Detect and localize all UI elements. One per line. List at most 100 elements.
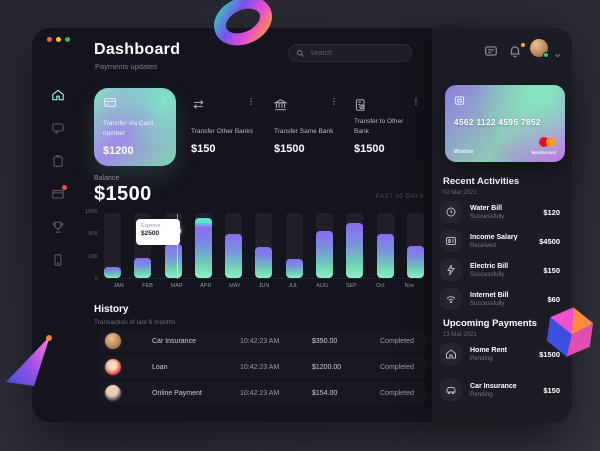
upcoming-status: Pending: [470, 354, 493, 362]
transfer-label: Transfer Other Banks: [191, 127, 253, 135]
activity-amount: $150: [543, 265, 560, 275]
notifications-button[interactable]: [508, 43, 525, 60]
bar-track[interactable]: [346, 213, 364, 278]
history-name: Loan: [152, 363, 168, 371]
history-row[interactable]: Online Payment 10:42:23 AM $154.00 Compl…: [100, 382, 426, 404]
trophy-icon: [52, 221, 64, 233]
bar-track[interactable]: [104, 213, 121, 278]
profile-menu-button[interactable]: [553, 47, 562, 65]
month-label: APR: [200, 283, 212, 289]
bar-track[interactable]: [285, 213, 303, 278]
history-time: 10:42:23 AM: [240, 337, 280, 345]
activity-amount: $60: [547, 294, 560, 304]
bar-fill: [255, 246, 273, 278]
activity-status: Successfully: [470, 299, 505, 307]
credit-card-icon: [52, 189, 64, 199]
upcoming-payments-date: 13 Mar 2021: [443, 332, 477, 338]
bar-track[interactable]: [316, 213, 334, 278]
balance-amount: $1500: [94, 183, 152, 205]
activity-item[interactable]: Income Salary Received $4500: [440, 229, 564, 253]
y-axis-tick: 0: [94, 275, 98, 282]
tooltip-guideline: [177, 214, 178, 279]
transfer-label: Transfer Same Bank: [274, 127, 334, 135]
tooltip-label: Expense: [141, 223, 161, 229]
sidebar-item-rewards[interactable]: [51, 220, 65, 234]
maximize-window-button[interactable]: [65, 37, 70, 42]
history-name: Car Insurance: [152, 337, 196, 345]
tile-menu-button[interactable]: ⋮: [161, 95, 169, 104]
upcoming-item[interactable]: Car Insurance Pending $150: [440, 378, 564, 402]
month-label: FEB: [142, 283, 153, 289]
balance-period: PAST 30 DAYS: [375, 194, 424, 200]
transfer-tile-other-banks[interactable]: ⋮ Transfer Other Banks $150: [182, 90, 262, 164]
activity-name: Income Salary: [470, 233, 518, 241]
bar-track[interactable]: [225, 213, 243, 278]
bar-fill: [104, 266, 121, 278]
month-label: Oct: [376, 283, 385, 289]
credit-card[interactable]: 4562 1122 4595 7852 Wisdom Mastercard: [445, 85, 565, 162]
window-controls[interactable]: [47, 37, 70, 42]
upcoming-item[interactable]: Home Rent Pending $1500: [440, 342, 564, 366]
transfer-tile-same-bank[interactable]: ⋮ Transfer Same Bank $1500: [265, 90, 345, 164]
id-card-icon: [446, 237, 456, 245]
activity-amount: $4500: [539, 236, 560, 246]
search-icon: [297, 49, 304, 57]
activity-name: Electric Bill: [470, 262, 509, 270]
transfer-tile-other-bank[interactable]: ⋮ Transfer to Other Bank $1500: [345, 90, 427, 164]
messages-button[interactable]: [484, 44, 500, 60]
avatar: [104, 358, 122, 376]
page-title: Dashboard: [94, 41, 181, 58]
history-status: Completed: [380, 363, 414, 371]
sidebar-item-tasks[interactable]: [51, 154, 65, 168]
page-subtitle: Payments updates: [95, 62, 158, 71]
upcoming-status: Pending: [470, 390, 493, 398]
search-input[interactable]: [310, 49, 400, 57]
month-label: SEP: [345, 283, 357, 289]
sidebar-item-mobile[interactable]: [51, 253, 65, 267]
inbox-icon: [485, 46, 497, 56]
transfer-tile-card-number[interactable]: ⋮ Transfer via Card number $1200: [94, 88, 176, 166]
avatar: [104, 332, 122, 350]
history-amount: $154.00: [312, 389, 338, 397]
receipt-icon: [355, 99, 365, 111]
bar-track[interactable]: [194, 213, 212, 278]
history-row[interactable]: Car Insurance 10:42:23 AM $350.00 Comple…: [100, 330, 426, 352]
bar-fill: [346, 222, 364, 278]
lightning-bolt-icon: [447, 264, 455, 276]
activity-name: Internet Bill: [470, 291, 509, 299]
activity-amount: $120: [543, 207, 560, 217]
y-axis-tick: 50K: [88, 231, 98, 238]
card-brand: Mastercard: [531, 150, 556, 155]
transfer-amount: $150: [191, 143, 216, 155]
upcoming-name: Car Insurance: [470, 382, 517, 390]
phone-icon: [54, 254, 62, 266]
bar-track[interactable]: [255, 213, 273, 278]
search-bar[interactable]: [288, 44, 412, 62]
avatar: [104, 384, 122, 402]
sidebar-item-cards[interactable]: [51, 185, 67, 201]
bank-icon: [273, 99, 288, 111]
activity-item[interactable]: Internet Bill Successfully $60: [440, 287, 564, 311]
sidebar-item-messages[interactable]: [51, 121, 65, 135]
minimize-window-button[interactable]: [56, 37, 61, 42]
tile-menu-button[interactable]: ⋮: [412, 97, 420, 106]
recent-activities-title: Recent Activities: [443, 176, 520, 187]
bar-track[interactable]: [376, 213, 394, 278]
sidebar-item-home[interactable]: [51, 88, 65, 102]
notification-dot: [62, 185, 67, 190]
credit-card-icon: [104, 98, 116, 107]
user-avatar[interactable]: [530, 39, 549, 58]
close-window-button[interactable]: [47, 37, 52, 42]
car-icon: [446, 387, 456, 395]
bar-fill: [225, 233, 243, 278]
tile-menu-button[interactable]: ⋮: [247, 97, 255, 106]
bar-fill: [134, 257, 152, 278]
app-window: Dashboard Payments updates ⋮ Transfer vi…: [32, 28, 572, 422]
activity-item[interactable]: Water Bill Successfully $120: [440, 200, 564, 224]
chart-tooltip: Expense $2500: [136, 219, 180, 245]
card-holder: Wisdom: [454, 149, 474, 155]
bar-track[interactable]: [406, 213, 424, 278]
activity-item[interactable]: Electric Bill Successfully $150: [440, 258, 564, 282]
history-row[interactable]: Loan 10:42:23 AM $1200.00 Completed: [100, 356, 426, 378]
tile-menu-button[interactable]: ⋮: [330, 97, 338, 106]
